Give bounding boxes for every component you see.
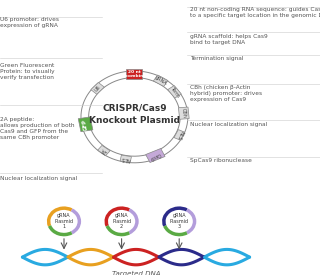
Text: gRNA
Plasmid
2: gRNA Plasmid 2	[112, 213, 131, 229]
Polygon shape	[153, 75, 168, 86]
Polygon shape	[126, 70, 142, 79]
Circle shape	[49, 208, 79, 235]
Text: Cas9: Cas9	[149, 151, 162, 160]
Polygon shape	[91, 82, 104, 94]
Text: Green Fluorescent
Protein: to visually
verify transfection: Green Fluorescent Protein: to visually v…	[0, 63, 55, 80]
Circle shape	[164, 208, 195, 235]
Text: Nuclear localization signal: Nuclear localization signal	[190, 122, 268, 127]
Text: Targeted DNA: Targeted DNA	[112, 271, 160, 275]
Polygon shape	[168, 86, 181, 98]
Text: 2A peptide:
allows production of both
Cas9 and GFP from the
same CBh promoter: 2A peptide: allows production of both Ca…	[0, 117, 75, 140]
Polygon shape	[146, 148, 165, 163]
Polygon shape	[98, 145, 110, 156]
Text: 2A: 2A	[100, 147, 108, 155]
Text: CBh: CBh	[181, 108, 187, 118]
Text: Term: Term	[169, 86, 180, 98]
Circle shape	[106, 208, 137, 235]
Text: NLS: NLS	[121, 156, 131, 162]
Text: Termination signal: Termination signal	[190, 56, 244, 61]
Text: 20 nt non-coding RNA sequence: guides Cas9
to a specific target location in the : 20 nt non-coding RNA sequence: guides Ca…	[190, 7, 320, 18]
Text: GFP: GFP	[82, 118, 89, 131]
Text: gRNA scaffold: helps Cas9
bind to target DNA: gRNA scaffold: helps Cas9 bind to target…	[190, 34, 268, 45]
Text: Nuclear localization signal: Nuclear localization signal	[0, 176, 77, 181]
Text: U6 promoter: drives
expression of gRNA: U6 promoter: drives expression of gRNA	[0, 16, 59, 28]
Text: 20 nt
Recombiner: 20 nt Recombiner	[120, 70, 149, 78]
Text: U6: U6	[93, 84, 102, 92]
Polygon shape	[78, 117, 93, 132]
Text: NLS: NLS	[175, 130, 184, 140]
Text: SpCas9 ribonuclease: SpCas9 ribonuclease	[190, 158, 252, 163]
Text: gRNA
Plasmid
3: gRNA Plasmid 3	[170, 213, 189, 229]
Text: CBh (chicken β-Actin
hybrid) promoter: drives
expression of Cas9: CBh (chicken β-Actin hybrid) promoter: d…	[190, 85, 262, 102]
Polygon shape	[174, 130, 185, 140]
Polygon shape	[120, 155, 132, 163]
Polygon shape	[179, 107, 189, 119]
Text: gRNA
Plasmid
1: gRNA Plasmid 1	[54, 213, 74, 229]
Text: CRISPR/Cas9
Knockout Plasmid: CRISPR/Cas9 Knockout Plasmid	[89, 103, 180, 125]
Text: gRNA: gRNA	[154, 75, 168, 86]
